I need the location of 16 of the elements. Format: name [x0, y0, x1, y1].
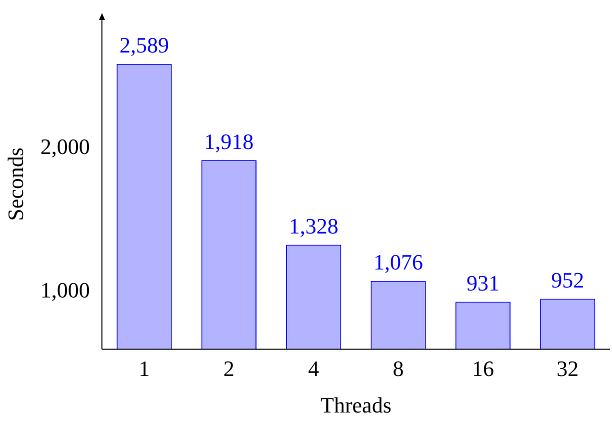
y-tick-label: 1,000: [40, 278, 90, 303]
x-tick-label: 32: [556, 356, 579, 382]
data-label: 952: [551, 267, 584, 292]
data-label: 1,918: [204, 128, 254, 154]
y-tick-label: 2,000: [40, 134, 90, 160]
x-tick-label: 16: [472, 356, 494, 382]
x-tick-label: 8: [392, 356, 404, 382]
y-axis-title: Seconds: [2, 148, 28, 221]
x-tick-label: 4: [308, 356, 320, 382]
data-label: 931: [466, 270, 500, 296]
data-label: 2,589: [119, 32, 169, 58]
data-label: 1,328: [288, 214, 338, 239]
data-label: 1,076: [374, 250, 424, 275]
x-tick-label: 2: [223, 356, 234, 382]
x-tick-label: 1: [138, 356, 150, 382]
x-axis-title: Threads: [320, 392, 392, 418]
